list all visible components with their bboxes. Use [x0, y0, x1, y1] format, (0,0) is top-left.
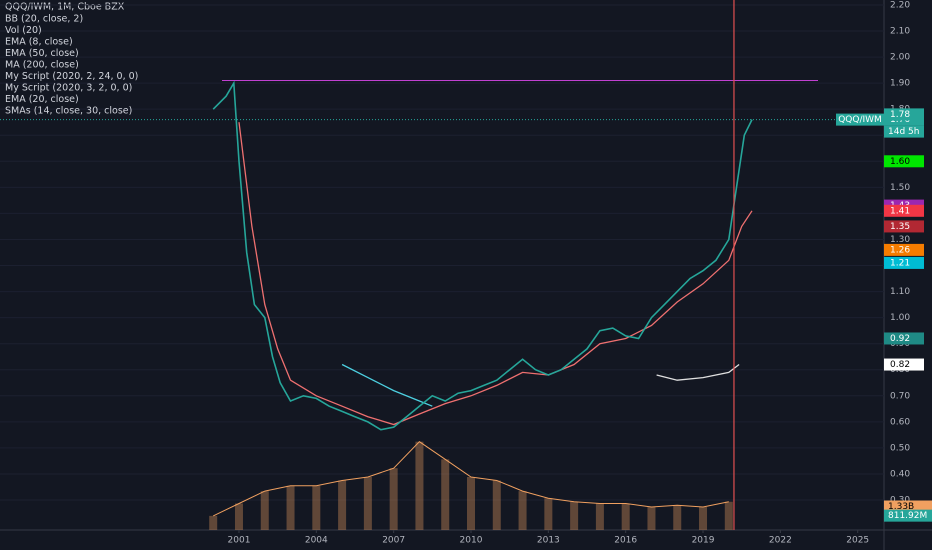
- volume-bar: [492, 480, 501, 530]
- y-tick-label: 0.50: [890, 443, 910, 453]
- y-tick-label: 1.10: [890, 287, 910, 297]
- indicator-tag-label: 1.26: [890, 245, 910, 255]
- volume-bar: [544, 498, 553, 530]
- volume-bar: [363, 477, 372, 530]
- symbol-label: QQQ/IWM: [838, 115, 882, 125]
- legend-entry: EMA (50, close): [5, 48, 79, 59]
- volume-tag-label: 811.92M: [888, 511, 927, 521]
- x-tick-label: 2019: [692, 536, 715, 546]
- indicator-line: [238, 122, 753, 426]
- legend-entry: My Script (2020, 2, 24, 0, 0): [5, 71, 138, 82]
- volume-bar: [595, 503, 604, 530]
- legend-entry: EMA (20, close): [5, 94, 79, 105]
- indicator-tag: [884, 332, 924, 345]
- countdown-tag: [884, 125, 924, 138]
- indicator-tag: [884, 155, 924, 168]
- x-tick-label: 2016: [614, 536, 637, 546]
- indicator-tag-label: 1.41: [890, 206, 910, 216]
- y-tick-label: 0.60: [890, 417, 910, 427]
- price-line: [212, 80, 753, 431]
- x-tick-label: 2010: [460, 536, 483, 546]
- indicator-tag: [884, 220, 924, 233]
- indicator-tag-label: 0.82: [890, 360, 910, 370]
- volume-bar: [724, 501, 733, 530]
- y-tick-label: 0.40: [890, 469, 910, 479]
- symbol-tag: [836, 113, 884, 126]
- indicator-tag: [884, 358, 924, 371]
- y-tick-label: 1.50: [890, 183, 910, 193]
- indicator-tag-label: 1.35: [890, 222, 910, 232]
- volume-bar: [260, 491, 269, 530]
- volume-bar: [673, 505, 682, 530]
- chart-title: QQQ/IWM, 1M, Cboe BZX: [5, 1, 125, 12]
- volume-bar: [286, 485, 295, 530]
- countdown-label: 14d 5h: [888, 127, 919, 137]
- x-tick-label: 2022: [769, 536, 792, 546]
- y-tick-label: 2.10: [890, 27, 910, 37]
- volume-bar: [209, 515, 218, 530]
- x-tick-label: 2007: [382, 536, 405, 546]
- y-tick-label: 2.00: [890, 53, 910, 63]
- x-tick-label: 2025: [846, 536, 869, 546]
- volume-bar: [312, 485, 321, 530]
- y-tick-label: 1.00: [890, 313, 910, 323]
- legend-entry: Vol (20): [5, 25, 42, 36]
- indicator-tag-label: 1.78: [890, 110, 910, 120]
- legend-entry: MA (200, close): [5, 59, 79, 70]
- volume-bar: [621, 503, 630, 530]
- volume-bar: [338, 480, 347, 530]
- volume-bar: [415, 441, 424, 530]
- indicator-line: [656, 363, 740, 381]
- indicator-tag: [884, 204, 924, 217]
- volume-bar: [699, 507, 708, 530]
- y-tick-label: 1.90: [890, 79, 910, 89]
- volume-tag: [884, 500, 932, 513]
- indicator-tag: [884, 256, 924, 269]
- volume-bar: [467, 477, 476, 530]
- x-tick-label: 2004: [305, 536, 328, 546]
- volume-bar: [441, 459, 450, 530]
- y-tick-label: 0.70: [890, 391, 910, 401]
- volume-bar: [234, 503, 243, 530]
- volume-bar: [570, 501, 579, 530]
- legend-entry: EMA (8, close): [5, 36, 73, 47]
- volume-tag: [884, 509, 932, 522]
- volume-tag-label: 1.33B: [888, 502, 914, 512]
- indicator-tag-label: 0.92: [890, 334, 910, 344]
- volume-bar: [647, 507, 656, 530]
- x-tick-label: 2001: [228, 536, 251, 546]
- y-tick-label: 2.20: [890, 0, 910, 10]
- legend-entry: My Script (2020, 3, 2, 0, 0): [5, 82, 132, 93]
- indicator-tag-label: 1.21: [890, 258, 910, 268]
- y-tick-label: 1.30: [890, 235, 910, 245]
- volume-bar: [518, 491, 527, 530]
- indicator-tag: [884, 108, 924, 121]
- indicator-tag: [884, 243, 924, 256]
- legend-entry: SMAs (14, close, 30, close): [5, 105, 132, 116]
- volume-bar: [389, 468, 398, 530]
- volume-ma: [212, 441, 729, 517]
- indicator-tag-label: 1.60: [890, 157, 910, 167]
- x-tick-label: 2013: [537, 536, 560, 546]
- legend-entry: BB (20, close, 2): [5, 13, 83, 24]
